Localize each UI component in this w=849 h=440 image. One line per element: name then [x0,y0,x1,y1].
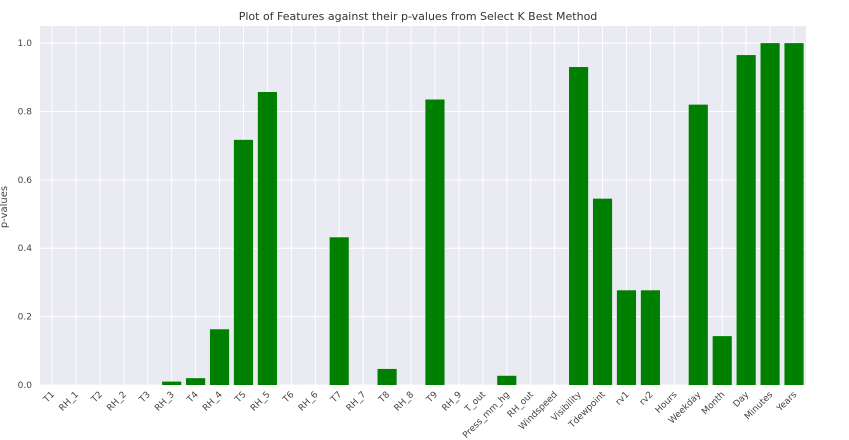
bars [162,43,804,386]
x-tick-label: Years [775,390,800,415]
chart-title: Plot of Features against their p-values … [239,10,598,23]
y-tick-label: 0.4 [18,244,33,254]
x-tick-label: RH_3 [153,390,177,414]
bar-visibility [569,67,589,386]
bar-rh-5 [257,91,277,386]
bar-t7 [329,237,349,385]
x-tick-label: RH_7 [345,390,369,414]
bar-years [784,43,804,385]
y-tick-label: 0.8 [18,107,33,117]
x-tick-label: T3 [137,390,153,406]
bar-t4 [186,378,206,385]
x-tick-label: RH_8 [393,390,417,414]
bar-month [712,336,732,385]
y-tick-label: 0.0 [18,381,33,391]
x-tick-label: T7 [329,390,345,406]
bar-rh-4 [209,329,230,385]
x-tick-label: RH_1 [58,390,82,414]
x-tick-label: Month [700,390,727,417]
x-tick-labels: T1 RH_1 T2 RH_2 T3 RH_3 T4 RH_4 T5 RH_5 T6 RH_6 T7 RH… [41,390,799,440]
bar-t5 [233,139,254,385]
y-axis-label: p-values [0,186,10,228]
x-tick-label: RH_5 [249,390,273,414]
y-tick-label: 1.0 [18,39,33,49]
x-tick-label: RH_6 [297,390,321,414]
x-tick-label: T6 [281,390,297,406]
bar-minutes [760,43,780,385]
bar-t8 [377,368,397,385]
bar-rv2 [640,290,660,385]
x-tick-label: T5 [233,390,249,406]
y-tick-label: 0.6 [18,176,33,186]
x-tick-label: Day [732,390,752,410]
x-tick-label: RH_9 [441,390,465,414]
y-tick-label: 0.2 [18,313,32,323]
x-tick-label: T9 [424,390,440,406]
x-tick-label: T2 [89,390,105,406]
plot-area [40,26,806,385]
x-tick-label: T1 [41,390,57,406]
bar-t9 [425,99,445,385]
x-tick-label: RH_2 [105,390,129,414]
bar-rh-3 [162,381,182,385]
bar-rv1 [616,290,637,385]
x-tick-label: T8 [376,390,392,406]
x-tick-label: rv2 [638,390,656,408]
y-tick-labels: 0.0 0.2 0.4 0.6 0.8 1.0 [18,39,33,391]
x-tick-label: rv1 [614,390,632,408]
x-tick-label: RH_4 [201,390,225,414]
x-tick-label: T4 [185,390,201,406]
bar-weekday [688,104,708,385]
bar-press-mm-hg [497,375,517,385]
bar-tdewpoint [592,198,613,385]
bar-day [736,55,756,386]
